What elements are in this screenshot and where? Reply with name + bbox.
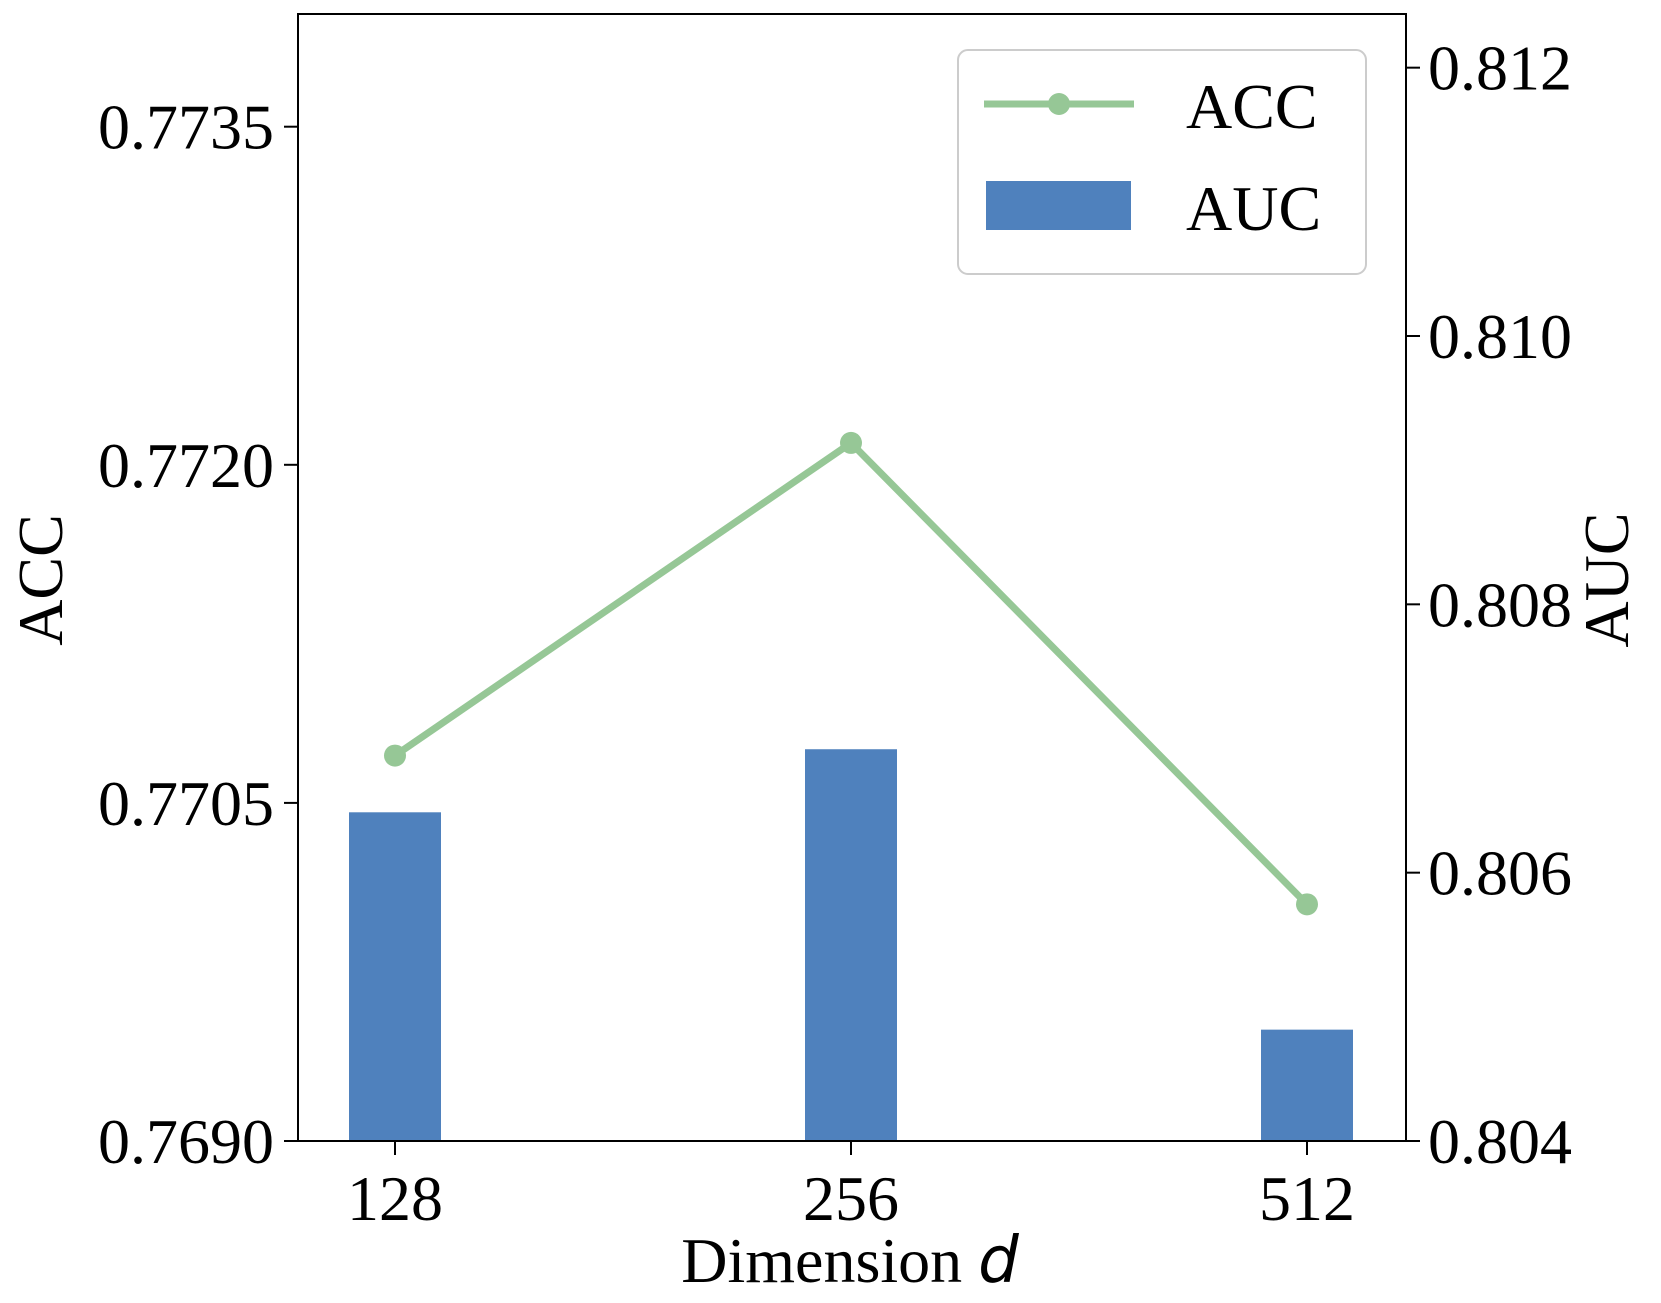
right-axis-ticks: 0.804 0.806 0.808 0.810 0.812 [1406,33,1572,1177]
legend-auc-swatch [986,181,1131,230]
right-tick-label: 0.808 [1428,569,1572,640]
x-axis-ticks: 128 256 512 [347,1141,1355,1234]
x-axis-title: Dimension d [681,1224,1019,1298]
auc-bar-512 [1261,1029,1353,1141]
y-axis-right-title: AUC [1571,512,1642,647]
auc-bar-256 [805,749,897,1141]
right-tick-label: 0.812 [1428,33,1572,104]
y-axis-left-title: ACC [5,514,76,646]
left-tick-label: 0.7720 [98,430,274,501]
left-tick-label: 0.7690 [98,1106,274,1177]
x-tick-label: 512 [1259,1163,1355,1234]
acc-series [384,431,1318,916]
legend-auc-label: AUC [1186,173,1321,244]
legend: ACC AUC [957,49,1367,275]
right-tick-label: 0.806 [1428,838,1572,909]
auc-bars [349,749,1353,1141]
x-tick-label: 256 [803,1163,899,1234]
acc-point-256 [840,431,862,454]
right-tick-label: 0.804 [1428,1106,1572,1177]
x-tick-label: 128 [347,1163,443,1234]
left-tick-label: 0.7735 [98,92,274,163]
auc-bar-128 [349,812,441,1141]
legend-acc-marker [1048,93,1070,115]
legend-acc-label: ACC [1186,71,1318,142]
acc-point-128 [384,744,406,767]
left-axis-ticks: 0.7690 0.7705 0.7720 0.7735 [98,92,298,1177]
left-tick-label: 0.7705 [98,768,274,839]
acc-point-512 [1296,893,1318,916]
x-axis-title-text: Dimension [681,1225,978,1296]
right-tick-label: 0.810 [1428,301,1572,372]
x-axis-title-variable: d [978,1224,1019,1298]
